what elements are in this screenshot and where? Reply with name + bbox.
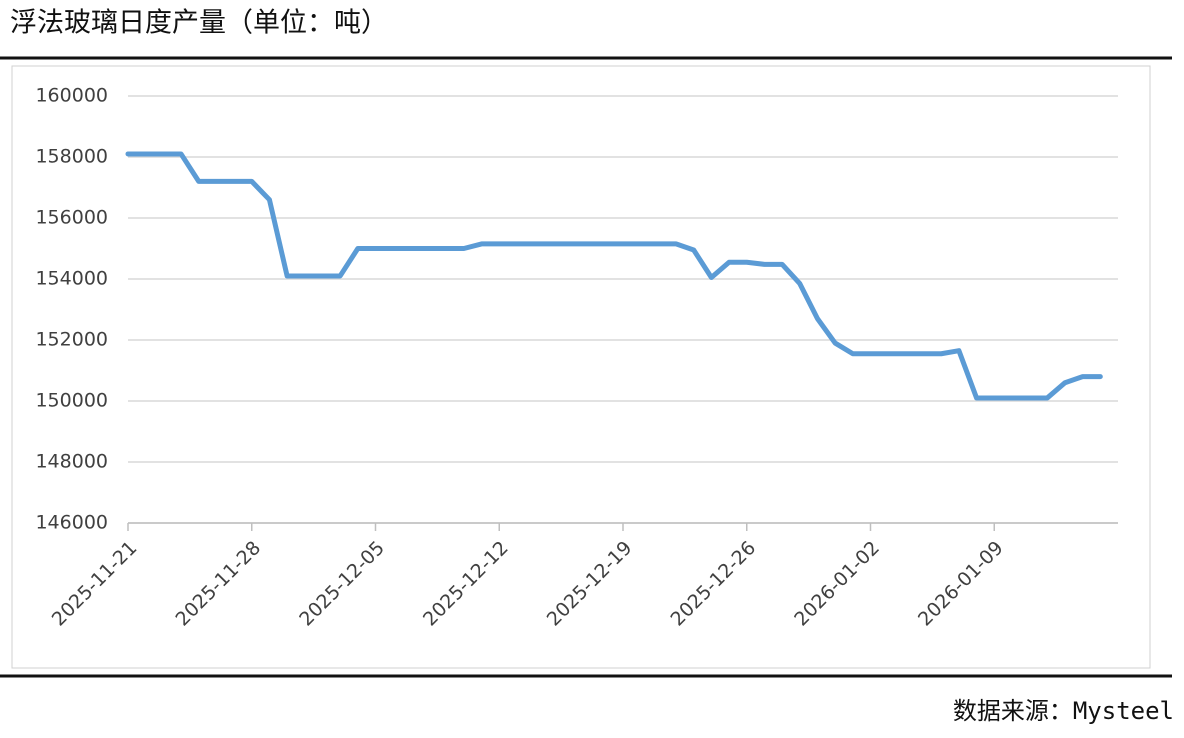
y-tick-label: 150000: [35, 390, 108, 412]
y-tick-label: 156000: [35, 207, 108, 229]
y-tick-label: 160000: [35, 85, 108, 107]
x-tick-label: 2025-12-26: [667, 537, 761, 631]
x-tick-label: 2025-12-12: [419, 537, 513, 631]
x-tick-label: 2025-11-21: [48, 537, 142, 631]
y-tick-label: 148000: [35, 451, 108, 473]
chart-frame: [11, 65, 1151, 669]
x-tick-label: 2025-12-19: [543, 537, 637, 631]
line: [125, 151, 1103, 401]
x-tick-label: 2026-01-09: [914, 537, 1008, 631]
y-tick-label: 158000: [35, 146, 108, 168]
y-tick-label: 146000: [35, 512, 108, 534]
x-tick-label: 2025-12-05: [295, 537, 389, 631]
x-tick-label: 2025-11-28: [172, 537, 266, 631]
source: 数据来源：Mysteel: [953, 697, 1174, 725]
y-tick-label: 154000: [35, 268, 108, 290]
chart-title: 浮法玻璃日度产量（单位：吨）: [10, 8, 388, 39]
x-tick-label: 2026-01-02: [790, 537, 884, 631]
y-tick-label: 152000: [35, 329, 108, 351]
